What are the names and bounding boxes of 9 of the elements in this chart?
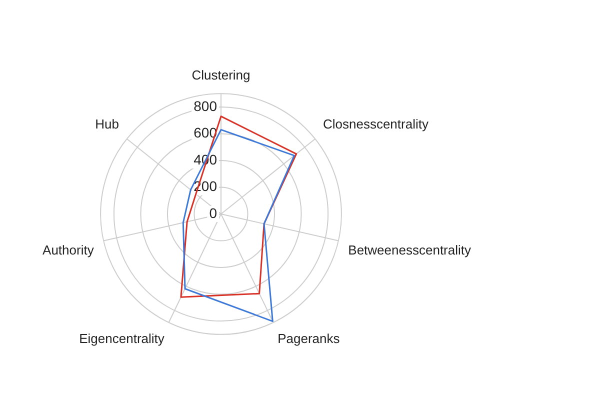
spoke-label: Authority <box>42 242 94 258</box>
y-tick-label: 0 <box>209 204 218 221</box>
spoke-label: Closnesscentrality <box>322 116 429 132</box>
spoke-label: Eigencentrality <box>79 330 165 346</box>
y-tick-label: 800 <box>194 98 218 114</box>
spoke-label: Betweenesscentrality <box>348 242 472 258</box>
spoke-label: Clustering <box>192 67 250 82</box>
spoke-label: Hub <box>95 116 120 132</box>
spoke-label: Pageranks <box>278 330 340 346</box>
